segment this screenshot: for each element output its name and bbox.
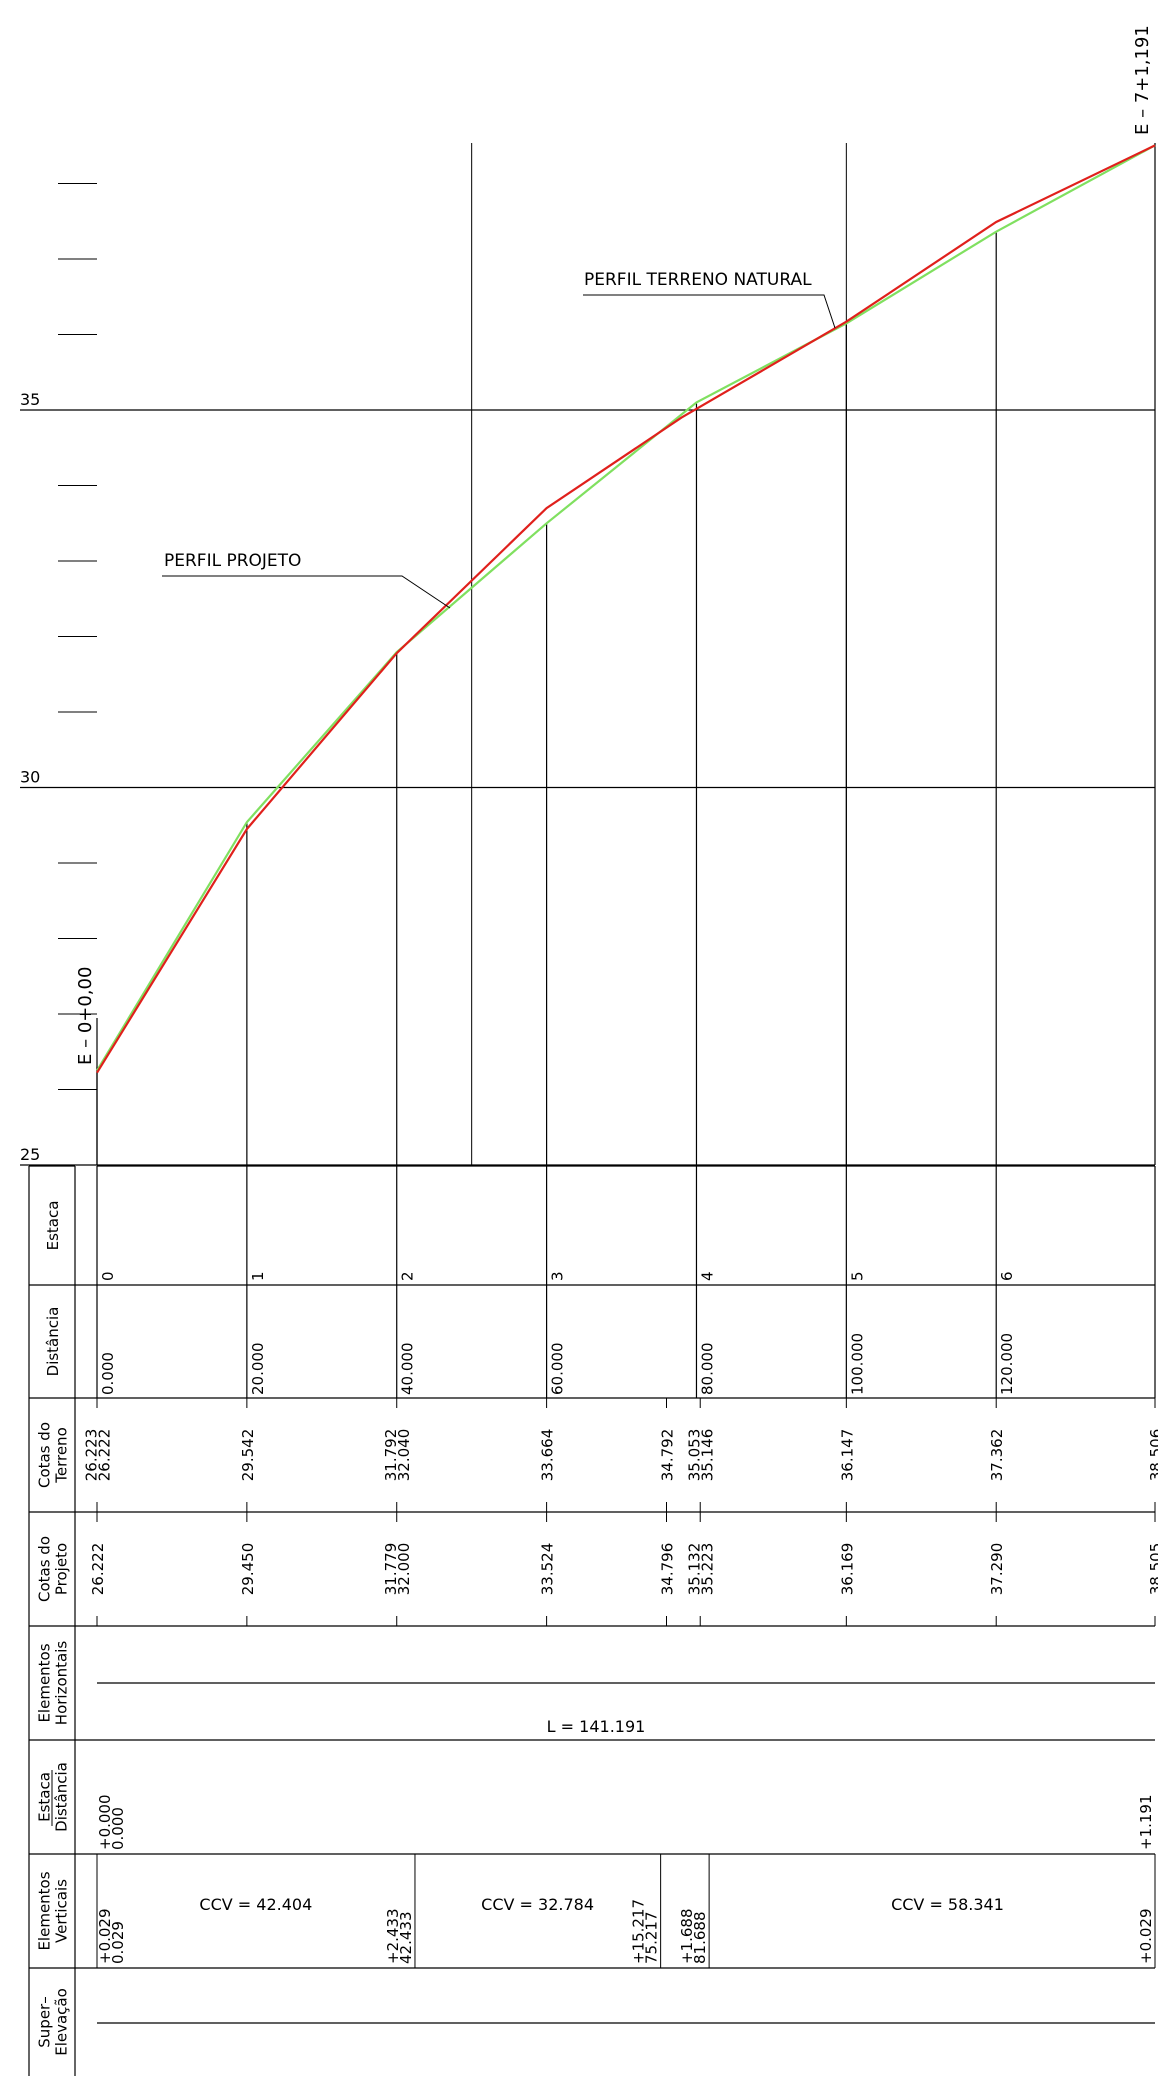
cotas-projeto-value-7-0: 37.290 <box>988 1543 1006 1596</box>
project-profile-line <box>96 144 1156 1074</box>
estaca-distancia-value-1-0: +1.191 <box>1137 1794 1155 1850</box>
cotas-terreno-value-7-0: 37.362 <box>988 1429 1006 1482</box>
cotas-terreno-value-3-0: 33.664 <box>539 1429 557 1482</box>
row-label-estaca-0: Estaca <box>44 1201 62 1251</box>
row-label-distancia-0: Distância <box>44 1307 62 1377</box>
cotas-projeto-value-2-1: 32.000 <box>395 1543 413 1596</box>
terrain-callout-leader <box>583 294 836 329</box>
cotas-terreno-value-6-0: 36.147 <box>838 1429 856 1482</box>
row-label-elem_verticais-0: Elementos <box>36 1871 54 1950</box>
estaca-value-3: 3 <box>549 1271 567 1281</box>
vertical-mark-value-3-0: +1.688 <box>678 1908 696 1964</box>
vertical-mark-value-1-1: 42.433 <box>397 1912 415 1965</box>
start-station-label: E – 0+0,00 <box>75 967 96 1065</box>
distancia-value-1: 20.000 <box>249 1343 267 1396</box>
cotas-terreno-value-5-0: 35.053 <box>686 1429 704 1482</box>
cotas-terreno-value-2-0: 31.792 <box>382 1429 400 1482</box>
row-label-estaca_distancia-0: Estaca <box>36 1772 54 1822</box>
cotas-terreno-value-0-1: 26.222 <box>96 1429 114 1482</box>
profile-lines <box>96 144 1156 1074</box>
distancia-value-3: 60.000 <box>549 1343 567 1396</box>
estaca-value-0: 0 <box>99 1271 117 1281</box>
row-label-elem_verticais-1: Verticais <box>53 1879 71 1943</box>
project-profile-label: PERFIL PROJETO <box>164 551 301 571</box>
profile-callouts: PERFIL TERRENO NATURAL PERFIL PROJETO <box>162 270 836 609</box>
row-label-elem_horizontais-1: Horizontais <box>53 1641 71 1726</box>
terrain-profile-line <box>96 144 1156 1072</box>
y-tick-label-35: 35 <box>20 390 40 409</box>
distancia-value-4: 80.000 <box>698 1343 716 1396</box>
row-label-cotas_terreno-0: Cotas do <box>36 1422 54 1488</box>
row-label-cotas_terreno-1: Terreno <box>53 1427 71 1484</box>
cotas-projeto-value-4-0: 34.796 <box>658 1543 676 1596</box>
distancia-value-5: 100.000 <box>848 1333 866 1395</box>
vertical-mark-value-2-1: 75.217 <box>643 1912 661 1965</box>
estaca-value-2: 2 <box>399 1271 417 1281</box>
row-label-super_elevacao-1: Elevação <box>53 1988 71 2056</box>
cotas-projeto-value-6-0: 36.169 <box>838 1543 856 1596</box>
cotas-terreno-value-0-0: 26.223 <box>83 1429 101 1482</box>
row-label-super_elevacao-0: Super– <box>36 1996 54 2047</box>
elevation-minor-ticks <box>58 183 97 1090</box>
estaca-value-6: 6 <box>998 1271 1016 1281</box>
horizontal-length-label: L = 141.191 <box>547 1717 646 1736</box>
drawing-labels: 25 30 35 E – 0+0,00 E – 7+1,191 <box>20 25 1153 1164</box>
vertical-mark-value-1-0: +2.433 <box>384 1908 402 1964</box>
vertical-mark-value-0-1: 0.029 <box>109 1921 127 1964</box>
cotas-terreno-value-4-0: 34.792 <box>658 1429 676 1482</box>
row-label-elem_horizontais-0: Elementos <box>36 1643 54 1722</box>
vertical-mark-value-0-0: +0.029 <box>96 1908 114 1964</box>
ccv-label-2: CCV = 58.341 <box>891 1895 1004 1914</box>
row-label-cotas_projeto-1: Projeto <box>53 1543 71 1595</box>
cotas-projeto-value-2-0: 31.779 <box>382 1543 400 1596</box>
cotas-projeto-value-0-0: 26.222 <box>89 1543 107 1596</box>
y-tick-label-25: 25 <box>20 1145 40 1164</box>
cotas-terreno-value-8-0: 38.506 <box>1147 1429 1158 1482</box>
y-tick-label-30: 30 <box>20 768 40 787</box>
cotas-projeto-value-1-0: 29.450 <box>239 1543 257 1596</box>
terrain-profile-label: PERFIL TERRENO NATURAL <box>584 270 812 290</box>
cotas-projeto-value-5-0: 35.132 <box>686 1543 704 1596</box>
vertical-mark-value-4-0: +0.029 <box>1137 1908 1155 1964</box>
cotas-terreno-value-2-1: 32.040 <box>395 1429 413 1482</box>
row-label-cotas_projeto-0: Cotas do <box>36 1536 54 1602</box>
station-lines <box>96 143 1156 1165</box>
distancia-value-0: 0.000 <box>99 1352 117 1395</box>
profile-grid <box>20 409 1155 1166</box>
project-callout-leader <box>162 575 451 609</box>
distancia-value-2: 40.000 <box>399 1343 417 1396</box>
estaca-value-5: 5 <box>848 1271 866 1281</box>
cotas-terreno-value-1-0: 29.542 <box>239 1429 257 1482</box>
ccv-label-1: CCV = 32.784 <box>481 1895 594 1914</box>
estaca-distancia-value-0-0: +0.000 <box>96 1794 114 1850</box>
row-label-estaca_distancia-1: Distância <box>53 1762 71 1832</box>
estaca-value-1: 1 <box>249 1271 267 1281</box>
cotas-projeto-value-5-1: 35.223 <box>699 1543 717 1596</box>
cotas-terreno-value-5-1: 35.146 <box>699 1429 717 1482</box>
distancia-value-6: 120.000 <box>998 1333 1016 1395</box>
vertical-mark-value-2-0: +15.217 <box>630 1899 648 1964</box>
estaca-distancia-value-0-1: 0.000 <box>109 1807 127 1850</box>
ccv-label-0: CCV = 42.404 <box>199 1895 312 1914</box>
cotas-projeto-value-8-0: 38.505 <box>1147 1543 1158 1596</box>
vertical-mark-value-3-1: 81.688 <box>691 1912 709 1965</box>
end-station-label: E – 7+1,191 <box>1132 25 1153 135</box>
estaca-value-4: 4 <box>698 1271 716 1281</box>
cotas-projeto-value-3-0: 33.524 <box>539 1543 557 1596</box>
